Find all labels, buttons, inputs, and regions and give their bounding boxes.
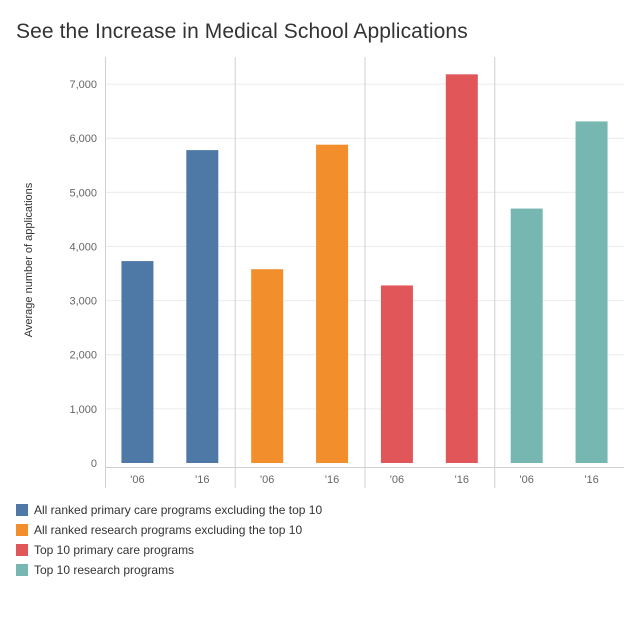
y-tick-label: 6,000 bbox=[69, 133, 97, 145]
legend-label: Top 10 research programs bbox=[34, 563, 175, 577]
bar-chart: 0 1,000 2,000 3,000 4,000 5,000 6,000 7,000 Aver… bbox=[23, 57, 624, 488]
legend-label: Top 10 primary care programs bbox=[34, 543, 195, 557]
y-tick-label: 5,000 bbox=[69, 187, 97, 199]
x-tick-label: '06 bbox=[260, 474, 274, 486]
x-tick-label: '06 bbox=[390, 474, 404, 486]
bar bbox=[445, 74, 478, 464]
y-axis-title: Average number of applications bbox=[23, 182, 35, 337]
y-tick-label: 0 bbox=[91, 458, 97, 470]
legend-label: All ranked research programs excluding t… bbox=[34, 523, 303, 537]
legend-swatch bbox=[16, 544, 28, 556]
x-tick-label: '16 bbox=[584, 474, 598, 486]
y-tick-label: 7,000 bbox=[69, 79, 97, 91]
bar bbox=[575, 121, 608, 463]
legend-swatch bbox=[16, 564, 28, 576]
y-tick-label: 3,000 bbox=[69, 296, 97, 308]
bar bbox=[121, 261, 154, 463]
legend: All ranked primary care programs excludi… bbox=[16, 500, 322, 580]
legend-swatch bbox=[16, 504, 28, 516]
x-tick-label: '06 bbox=[130, 474, 144, 486]
legend-item[interactable]: All ranked primary care programs excludi… bbox=[16, 500, 322, 520]
bar bbox=[316, 144, 349, 464]
bar bbox=[186, 150, 219, 464]
legend-item[interactable]: Top 10 primary care programs bbox=[16, 540, 322, 560]
x-tick-label: '16 bbox=[455, 474, 469, 486]
x-tick-label: '06 bbox=[520, 474, 534, 486]
x-tick-label: '16 bbox=[325, 474, 339, 486]
x-tick-label: '16 bbox=[195, 474, 209, 486]
legend-item[interactable]: Top 10 research programs bbox=[16, 560, 322, 580]
legend-label: All ranked primary care programs excludi… bbox=[34, 503, 323, 517]
bar bbox=[380, 285, 413, 463]
bar bbox=[251, 269, 284, 463]
bar bbox=[510, 208, 543, 463]
legend-item[interactable]: All ranked research programs excluding t… bbox=[16, 520, 322, 540]
legend-swatch bbox=[16, 524, 28, 536]
y-tick-label: 4,000 bbox=[69, 241, 97, 253]
chart-title: See the Increase in Medical School Appli… bbox=[16, 20, 468, 43]
y-tick-label: 2,000 bbox=[69, 350, 97, 362]
y-tick-label: 1,000 bbox=[69, 404, 97, 416]
